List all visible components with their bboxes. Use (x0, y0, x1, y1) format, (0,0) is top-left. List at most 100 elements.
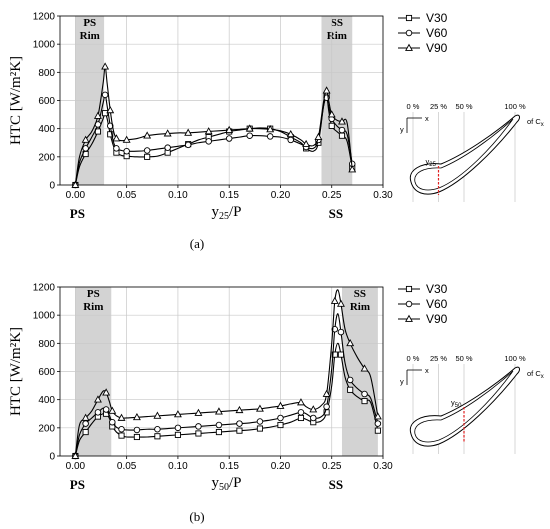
marker-circle (123, 147, 130, 155)
blade-percent-label: 100 % (504, 102, 526, 111)
rim-label-line1: PS (87, 288, 100, 300)
legend-label: V90 (426, 41, 448, 55)
x-tick-label: 0.25 (322, 461, 342, 472)
ss-side-label: SS (329, 477, 343, 492)
x-tick-label: 0.05 (117, 461, 137, 472)
inset-x-label: x (425, 366, 429, 375)
marker-triangle (314, 132, 323, 140)
marker-circle (82, 420, 89, 427)
x-tick-label: 0.20 (271, 190, 291, 201)
marker-triangle (106, 106, 115, 114)
legend-label: V90 (426, 312, 448, 326)
marker-triangle (302, 139, 311, 148)
marker-triangle (336, 299, 345, 307)
blade-percent-label: 50 % (455, 354, 472, 363)
marker-triangle (360, 364, 369, 372)
ps-side-label: PS (70, 477, 85, 492)
marker-square (107, 131, 114, 138)
marker-square (236, 427, 243, 434)
inset-y-label: y (400, 125, 404, 134)
marker-triangle (153, 411, 162, 419)
marker-circle (266, 133, 274, 140)
marker-triangle (81, 135, 90, 143)
x-tick-label: 0.10 (168, 190, 188, 201)
blade-percent-label: 25 % (430, 354, 447, 363)
marker-circle (195, 423, 202, 430)
marker-triangle (132, 412, 141, 421)
rim-label-line1: SS (354, 288, 366, 300)
marker-circle (277, 414, 284, 422)
blade-percent-label: 100 % (504, 354, 526, 363)
marker-triangle (112, 134, 121, 142)
marker-triangle (93, 395, 102, 403)
marker-triangle (245, 124, 254, 132)
x-tick-label: 0.15 (219, 461, 239, 472)
marker-triangle (81, 413, 90, 421)
marker-triangle (102, 388, 111, 396)
rim-label-line2: Rim (83, 301, 103, 313)
marker-square (361, 398, 368, 405)
marker-triangle (255, 404, 264, 412)
marker-triangle (405, 43, 413, 51)
x-tick-label: 0.00 (66, 461, 86, 472)
x-tick-label: 0.20 (271, 461, 291, 472)
marker-circle (113, 145, 120, 152)
marker-square (297, 414, 305, 422)
marker-triangle (297, 398, 305, 406)
marker-triangle (117, 413, 126, 421)
marker-triangle (194, 408, 203, 416)
marker-square (277, 421, 284, 429)
marker-triangle (266, 125, 275, 133)
station-label: y25 (426, 157, 437, 168)
marker-square (82, 429, 89, 436)
marker-triangle (173, 410, 182, 418)
marker-circle (164, 144, 171, 151)
inset-x-label: x (425, 114, 429, 123)
y-tick-label: 0 (49, 181, 55, 192)
marker-square (144, 153, 151, 160)
marker-circle (297, 409, 305, 416)
y-tick-label: 600 (38, 96, 55, 107)
ss-side-label: SS (329, 206, 343, 221)
y-tick-label: 600 (38, 367, 55, 378)
rim-label-line1: PS (83, 17, 96, 29)
marker-circle (118, 425, 125, 433)
marker-square (215, 429, 222, 436)
inset-y-label: y (400, 377, 404, 386)
marker-triangle (346, 339, 355, 347)
marker-triangle (286, 129, 295, 138)
marker-triangle (225, 125, 234, 133)
marker-square (328, 122, 335, 129)
y-tick-label: 200 (38, 423, 55, 434)
marker-triangle (235, 405, 244, 414)
legend-label: V60 (426, 297, 448, 311)
legend-label: V30 (426, 282, 448, 296)
marker-triangle (214, 407, 223, 415)
blade-of-cx-label: of Cx (527, 117, 544, 128)
marker-triangle (330, 296, 339, 304)
marker-triangle (71, 180, 80, 188)
marker-circle (154, 425, 161, 433)
marker-triangle (348, 165, 357, 173)
y-tick-label: 0 (49, 452, 55, 463)
marker-circle (361, 390, 368, 398)
legend-label: V30 (426, 11, 448, 25)
x-tick-label: 0.10 (168, 461, 188, 472)
blade-percent-label: 0 % (407, 102, 420, 111)
marker-circle (102, 406, 110, 413)
y-tick-label: 800 (38, 339, 55, 350)
marker-triangle (338, 117, 346, 125)
marker-triangle (143, 131, 152, 139)
marker-circle (337, 328, 345, 336)
marker-square (133, 433, 140, 441)
x-tick-label: 0.30 (373, 190, 393, 201)
y-tick-label: 1000 (33, 311, 56, 322)
marker-triangle (309, 405, 318, 413)
marker-square (331, 351, 338, 358)
marker-triangle (163, 129, 172, 137)
marker-circle (287, 136, 294, 144)
marker-circle (405, 29, 413, 37)
plot-frame (59, 286, 384, 457)
